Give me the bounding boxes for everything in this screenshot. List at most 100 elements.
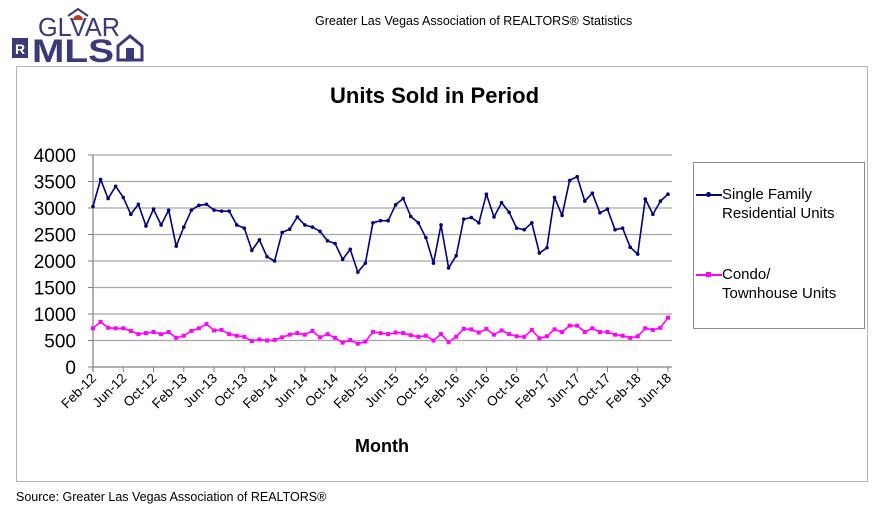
- data-point-single-family: [401, 196, 405, 201]
- data-point-single-family: [545, 245, 549, 250]
- data-point-condo: [650, 327, 655, 332]
- data-point-condo: [507, 332, 512, 337]
- data-point-condo: [499, 328, 504, 333]
- legend-swatch-condo: [694, 268, 722, 282]
- data-point-condo: [272, 337, 277, 342]
- roof-icon: [67, 7, 89, 17]
- data-point-condo: [401, 331, 406, 336]
- data-point-single-family: [242, 226, 247, 230]
- y-tick-label: 500: [44, 332, 76, 353]
- data-point-condo: [355, 341, 360, 346]
- data-point-single-family: [628, 245, 632, 250]
- data-point-condo: [628, 335, 633, 340]
- data-point-condo: [181, 333, 186, 338]
- data-point-single-family: [219, 209, 224, 213]
- series-line-condo: [92, 317, 669, 345]
- data-point-single-family: [651, 212, 655, 217]
- data-point-condo: [204, 322, 209, 327]
- data-point-condo: [597, 330, 602, 335]
- data-point-single-family: [265, 254, 269, 259]
- data-point-single-family: [272, 259, 277, 263]
- data-point-single-family: [605, 207, 610, 211]
- legend-label-line-2: Residential Units: [722, 205, 835, 222]
- data-point-single-family: [280, 230, 284, 235]
- data-point-single-family: [159, 223, 163, 227]
- data-point-single-family: [613, 227, 617, 232]
- data-point-single-family: [643, 197, 648, 201]
- y-tick-label: 2500: [34, 226, 76, 247]
- data-point-condo: [643, 326, 648, 331]
- data-point-single-family: [295, 215, 300, 219]
- data-point-single-family: [287, 227, 292, 231]
- data-point-single-family: [197, 203, 201, 208]
- data-point-condo: [439, 332, 444, 337]
- data-point-condo: [196, 326, 201, 331]
- data-point-single-family: [129, 212, 133, 217]
- y-tick-labels: 0 500 1000 1500 2000 2500 3000 3500 4000: [34, 146, 76, 379]
- x-tick-label: Jun-17: [544, 371, 584, 411]
- data-point-condo: [423, 333, 428, 338]
- data-point-single-family: [151, 207, 156, 211]
- data-point-condo: [613, 332, 618, 337]
- data-point-condo: [265, 338, 270, 343]
- data-point-single-family: [431, 261, 436, 265]
- legend-swatch-single-family: [694, 188, 722, 202]
- x-tick-label: Feb-17: [512, 371, 553, 412]
- y-tick-label: 3000: [34, 199, 76, 220]
- y-tick-label: 4000: [34, 146, 76, 167]
- data-point-single-family: [340, 257, 345, 262]
- data-point-condo: [280, 335, 285, 340]
- data-point-condo: [317, 335, 322, 340]
- data-point-single-family: [408, 214, 413, 219]
- logo-text-bottom: MLS: [32, 33, 114, 64]
- data-point-condo: [249, 339, 254, 344]
- chart-title: Units Sold in Period: [330, 83, 540, 108]
- data-point-condo: [174, 335, 179, 340]
- data-point-single-family: [98, 177, 103, 182]
- data-point-single-family: [378, 218, 383, 223]
- data-point-single-family: [250, 248, 254, 253]
- data-point-condo: [522, 334, 527, 339]
- data-point-single-family: [310, 225, 315, 229]
- data-point-condo: [325, 332, 330, 337]
- axes: [88, 154, 672, 372]
- source-note: Source: Greater Las Vegas Association of…: [16, 490, 327, 504]
- data-point-condo: [166, 330, 171, 335]
- data-point-condo: [242, 334, 247, 339]
- x-tick-label: Jun-15: [362, 371, 402, 411]
- data-point-single-family: [363, 261, 368, 265]
- legend-label-line-2: Townhouse Units: [722, 285, 837, 302]
- data-point-condo: [469, 327, 474, 332]
- data-point-condo: [302, 332, 307, 337]
- data-point-condo: [159, 332, 164, 337]
- data-point-single-family: [91, 204, 95, 209]
- data-point-single-family: [166, 208, 171, 212]
- x-tick-label: Jun-12: [90, 371, 130, 411]
- data-point-condo: [560, 330, 565, 335]
- data-point-single-family: [477, 221, 481, 225]
- data-point-condo: [461, 326, 466, 331]
- data-point-condo: [227, 332, 232, 337]
- data-point-single-family: [121, 195, 126, 200]
- data-point-condo: [348, 337, 353, 342]
- data-point-condo: [370, 330, 375, 335]
- x-tick-label: Feb-13: [149, 371, 190, 412]
- data-point-condo: [295, 331, 300, 336]
- series-group: [91, 174, 670, 346]
- data-point-single-family: [567, 178, 572, 183]
- data-point-single-family: [598, 210, 602, 215]
- data-point-single-family: [318, 229, 322, 234]
- y-tick-label: 2000: [34, 252, 76, 273]
- data-point-condo: [446, 340, 451, 345]
- data-point-condo: [582, 330, 587, 335]
- data-point-condo: [106, 325, 111, 330]
- data-point-condo: [620, 333, 625, 338]
- data-point-single-family: [514, 226, 519, 230]
- x-tick-label: Jun-13: [180, 371, 220, 411]
- data-point-condo: [590, 326, 595, 331]
- data-point-single-family: [106, 196, 110, 201]
- legend-label-line-1: Condo/: [722, 266, 771, 283]
- data-point-condo: [416, 334, 421, 339]
- data-point-condo: [658, 325, 663, 330]
- data-point-single-family: [439, 223, 443, 227]
